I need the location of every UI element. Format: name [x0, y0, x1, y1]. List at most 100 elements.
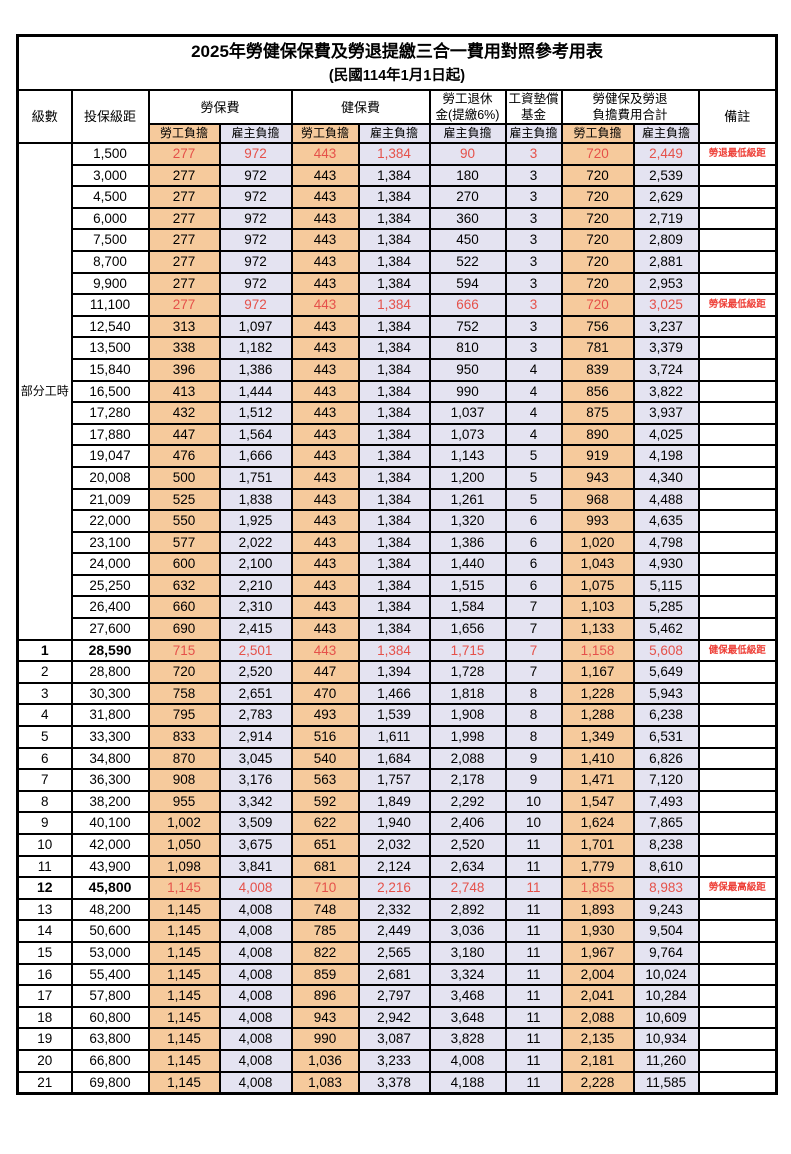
level-cell: 11	[16, 854, 73, 879]
labor-employee-cell: 720	[147, 660, 221, 684]
table-row: 15 53,000 1,145 4,008 822 2,565 3,180 11 1,967 9,…	[16, 940, 778, 965]
health-employer-cell: 2,449	[357, 919, 431, 943]
table-row: 17,880 447 1,564 443 1,384 1,073 4 890 4,025	[18, 422, 778, 447]
health-employee-cell: 622	[290, 811, 360, 835]
total-employee-cell: 1,930	[560, 919, 635, 943]
health-employer-cell: 1,384	[357, 228, 431, 252]
remark-cell	[697, 271, 778, 296]
labor-employer-cell: 4,008	[218, 876, 293, 900]
labor-employee-cell: 632	[147, 573, 221, 598]
labor-employer-cell: 1,386	[218, 357, 293, 382]
level-cell: 19	[16, 1027, 73, 1051]
salary-cell: 66,800	[70, 1048, 150, 1073]
labor-employee-cell: 277	[147, 206, 221, 231]
health-employee-cell: 493	[290, 703, 360, 728]
total-employer-cell: 3,379	[632, 336, 700, 360]
salary-cell: 28,800	[70, 660, 150, 684]
remark-cell: 勞保最低級距	[697, 293, 778, 317]
column-header-row: 級數 投保級距 勞保費 健保費 勞工退休 金(提繳6%) 工資墊償 基金 勞健保…	[16, 89, 778, 144]
part-time-label-cell: 部分工時	[16, 142, 73, 641]
table-row: 19 63,800 1,145 4,008 990 3,087 3,828 11 2,135 10…	[16, 1027, 778, 1051]
header-line: 負擔費用合計	[592, 108, 668, 122]
total-employee-cell: 1,043	[560, 552, 635, 576]
reference-table-page: 2025年勞健保保費及勞退提繳三合一費用對照參考用表 (民國114年1月1日起)…	[0, 34, 791, 1154]
health-employer-cell: 1,384	[357, 595, 431, 620]
header-line: 工資墊償	[508, 92, 559, 106]
salary-cell: 60,800	[70, 1005, 150, 1030]
total-employer-cell: 11,260	[632, 1048, 700, 1073]
subheader-total-employee: 勞工負擔	[560, 123, 635, 144]
pension-employer-cell: 2,892	[428, 897, 507, 922]
wage-fund-employer-cell: 4	[504, 401, 563, 425]
total-employee-cell: 890	[560, 422, 635, 447]
total-employee-cell: 720	[560, 185, 635, 209]
wage-fund-employer-cell: 11	[504, 876, 563, 900]
table-row: 25,250 632 2,210 443 1,384 1,515 6 1,075 5,115	[18, 573, 778, 598]
health-employee-cell: 443	[290, 401, 360, 425]
total-employer-cell: 3,025	[632, 293, 700, 317]
level-cell: 4	[16, 703, 73, 728]
health-employer-cell: 1,384	[357, 552, 431, 576]
labor-employer-cell: 2,501	[218, 638, 293, 663]
health-employee-cell: 443	[290, 595, 360, 620]
table-row: 11 43,900 1,098 3,841 681 2,124 2,634 11 1,779 8,…	[16, 854, 778, 879]
pension-employer-cell: 1,440	[428, 552, 507, 576]
remark-cell	[697, 249, 778, 274]
table-row: 21 69,800 1,145 4,008 1,083 3,378 4,188 11 2,228…	[16, 1070, 778, 1095]
health-employee-cell: 443	[290, 271, 360, 296]
total-employee-cell: 1,158	[560, 638, 635, 663]
labor-employee-cell: 277	[147, 228, 221, 252]
pension-employer-cell: 594	[428, 271, 507, 296]
col-header-health-insurance: 健保費	[290, 89, 431, 125]
labor-employee-cell: 550	[147, 509, 221, 533]
pension-employer-cell: 1,908	[428, 703, 507, 728]
total-employer-cell: 9,243	[632, 897, 700, 922]
pension-employer-cell: 180	[428, 163, 507, 188]
total-employee-cell: 720	[560, 163, 635, 188]
labor-employer-cell: 4,008	[218, 919, 293, 943]
health-employee-cell: 443	[290, 379, 360, 404]
total-employee-cell: 1,133	[560, 617, 635, 641]
labor-employer-cell: 3,509	[218, 811, 293, 835]
pension-employer-cell: 4,188	[428, 1070, 507, 1095]
total-employer-cell: 6,238	[632, 703, 700, 728]
health-employee-cell: 443	[290, 573, 360, 598]
pension-employer-cell: 810	[428, 336, 507, 360]
salary-cell: 48,200	[70, 897, 150, 922]
labor-employer-cell: 4,008	[218, 1027, 293, 1051]
health-employer-cell: 1,466	[357, 681, 431, 706]
labor-employee-cell: 660	[147, 595, 221, 620]
labor-employee-cell: 277	[147, 142, 221, 166]
health-employee-cell: 443	[290, 530, 360, 555]
total-employer-cell: 7,120	[632, 768, 700, 792]
health-employer-cell: 1,539	[357, 703, 431, 728]
health-employer-cell: 1,384	[357, 379, 431, 404]
health-employer-cell: 1,384	[357, 487, 431, 512]
total-employer-cell: 3,937	[632, 401, 700, 425]
pension-employer-cell: 752	[428, 314, 507, 339]
health-employee-cell: 748	[290, 897, 360, 922]
total-employee-cell: 1,471	[560, 768, 635, 792]
wage-fund-employer-cell: 11	[504, 1027, 563, 1051]
salary-cell: 40,100	[70, 811, 150, 835]
table-title-cell: 2025年勞健保保費及勞退提繳三合一費用對照參考用表 (民國114年1月1日起)	[16, 34, 778, 91]
health-employee-cell: 592	[290, 789, 360, 814]
labor-employer-cell: 2,783	[218, 703, 293, 728]
remark-cell	[697, 1048, 778, 1073]
table-row: 1 28,590 715 2,501 443 1,384 1,715 7 1,158 5,608 健…	[16, 638, 778, 663]
health-employer-cell: 2,942	[357, 1005, 431, 1030]
health-employee-cell: 443	[290, 142, 360, 166]
remark-cell	[697, 854, 778, 879]
wage-fund-employer-cell: 11	[504, 962, 563, 987]
table-row: 部分工時 1,500 277 972 443 1,384 90 3 720 2,449 勞退最低級距	[16, 142, 778, 641]
salary-cell: 17,280	[70, 401, 150, 425]
table-row: 22,000 550 1,925 443 1,384 1,320 6 993 4,635	[18, 509, 778, 533]
labor-employee-cell: 715	[147, 638, 221, 663]
remark-cell	[697, 660, 778, 684]
total-employee-cell: 1,020	[560, 530, 635, 555]
health-employer-cell: 2,216	[357, 876, 431, 900]
salary-cell: 19,047	[70, 444, 150, 468]
health-employee-cell: 516	[290, 725, 360, 749]
pension-employer-cell: 522	[428, 249, 507, 274]
remark-cell	[697, 465, 778, 490]
